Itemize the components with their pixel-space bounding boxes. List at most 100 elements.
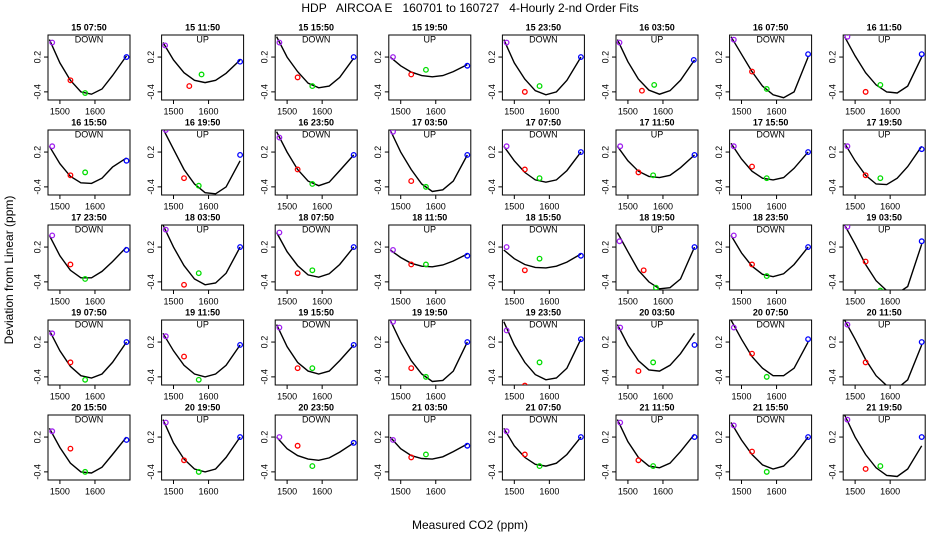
panel-annotation: UP — [651, 319, 664, 329]
fit-curve — [389, 320, 468, 383]
panel-frame — [501, 34, 585, 101]
panel-annotation: UP — [196, 319, 209, 329]
data-point — [844, 321, 851, 328]
data-point — [82, 276, 89, 282]
fit-curve — [843, 415, 923, 478]
data-point — [408, 178, 415, 185]
panel-frame — [729, 414, 813, 481]
panel: 20 07:50 DOWN 1500 1600 -0.4 0.2 — [714, 307, 813, 401]
data-point — [67, 359, 74, 366]
panel-annotation: DOWN — [529, 224, 558, 234]
x-tick-label: 1500 — [50, 296, 70, 306]
plot-area — [730, 320, 812, 380]
panel-annotation: DOWN — [75, 129, 104, 139]
panel-title: 17 23:50 — [71, 212, 107, 222]
data-point — [390, 247, 396, 253]
data-point — [650, 359, 657, 366]
plot-area — [162, 419, 244, 475]
panel-title: 15 23:50 — [526, 22, 562, 32]
y-tick-label: 0.2 — [146, 51, 156, 64]
x-tick-label: 1600 — [85, 486, 105, 496]
data-point — [294, 270, 301, 277]
y-tick-label: -0.4 — [714, 369, 724, 385]
x-tick-label: 1500 — [163, 486, 183, 496]
panel-annotation: DOWN — [75, 319, 104, 329]
y-tick-label: 0.2 — [487, 146, 497, 159]
data-point — [763, 273, 770, 280]
panel: 16 15:50 DOWN 1500 1600 -0.4 0.2 — [32, 117, 131, 211]
x-tick-label: 1500 — [731, 391, 751, 401]
data-point — [536, 175, 543, 182]
data-point — [652, 284, 659, 290]
panel: 18 07:50 DOWN 1500 1600 -0.4 0.2 — [260, 212, 358, 306]
plot-area — [275, 229, 357, 278]
data-point — [67, 172, 74, 179]
y-tick-label: -0.4 — [260, 464, 270, 480]
x-tick-label: 1600 — [199, 201, 219, 211]
panel: 16 07:50 DOWN 1500 1600 -0.4 0.2 — [714, 22, 813, 116]
plot-area — [730, 422, 812, 475]
fit-curve — [503, 249, 582, 269]
y-tick-label: 0.2 — [146, 146, 156, 159]
y-tick-label: -0.4 — [714, 274, 724, 290]
data-point — [195, 270, 202, 277]
y-tick-label: -0.4 — [487, 464, 497, 480]
panel-annotation: DOWN — [302, 34, 331, 44]
plot-area — [616, 419, 698, 470]
data-point — [237, 342, 244, 348]
x-tick-label: 1600 — [312, 106, 332, 116]
plot-area — [389, 130, 471, 193]
fit-curve — [616, 324, 696, 372]
data-point — [650, 172, 657, 179]
y-tick-label: 0.2 — [600, 51, 610, 64]
x-tick-label: 1500 — [845, 486, 865, 496]
plot-area — [389, 247, 471, 268]
data-point — [749, 261, 755, 268]
fit-curve — [503, 39, 582, 96]
x-tick-label: 1600 — [426, 391, 446, 401]
y-tick-label: -0.4 — [600, 84, 610, 100]
panel-annotation: DOWN — [75, 34, 104, 44]
panel-frame — [842, 34, 926, 101]
panel-annotation: UP — [424, 414, 437, 424]
fit-curve — [730, 320, 809, 377]
fit-curve — [162, 419, 241, 473]
panel-annotation: DOWN — [75, 414, 104, 424]
data-point — [763, 373, 770, 380]
x-tick-label: 1500 — [163, 391, 183, 401]
data-point — [918, 434, 925, 441]
y-tick-label: 0.2 — [828, 241, 838, 254]
x-tick-label: 1600 — [653, 201, 673, 211]
x-tick-label: 1600 — [199, 486, 219, 496]
data-point — [730, 422, 737, 429]
panel-frame — [47, 34, 131, 101]
data-point — [640, 267, 647, 274]
data-point — [691, 244, 698, 251]
plot-area — [616, 143, 698, 179]
panel-frame — [615, 414, 699, 481]
plot-area — [503, 39, 584, 96]
data-point — [730, 232, 737, 239]
data-point — [691, 152, 698, 158]
data-point — [49, 428, 56, 435]
y-tick-label: 0.2 — [373, 431, 383, 444]
panel: 18 23:50 DOWN 1500 1600 -0.4 0.2 — [714, 212, 813, 306]
panel-annotation: DOWN — [302, 319, 331, 329]
data-point — [408, 261, 415, 268]
x-tick-label: 1500 — [391, 391, 411, 401]
data-point — [162, 419, 169, 426]
data-point — [536, 255, 543, 262]
fit-curve — [162, 42, 241, 84]
data-point — [309, 83, 316, 90]
data-point — [309, 267, 316, 274]
x-tick-label: 1600 — [767, 201, 787, 211]
panel-title: 17 03:50 — [412, 117, 448, 127]
data-point — [82, 468, 89, 475]
fit-curve — [276, 436, 355, 462]
x-tick-label: 1600 — [880, 486, 900, 496]
y-tick-label: -0.4 — [146, 84, 156, 100]
panel-frame — [274, 129, 358, 196]
x-tick-label: 1500 — [391, 201, 411, 211]
x-tick-label: 1600 — [312, 201, 332, 211]
plot-area — [616, 232, 698, 290]
